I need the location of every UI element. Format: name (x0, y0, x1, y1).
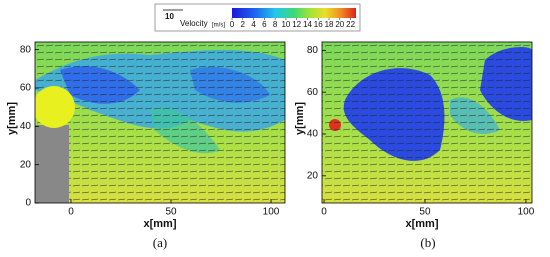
x-tick-label: 50 (419, 207, 431, 218)
caption: (b) (420, 235, 435, 250)
y-tick-label: 20 (20, 159, 32, 170)
reference-label: 10 (165, 12, 174, 21)
colorbar (232, 8, 356, 18)
x-axis-title: x[mm] (405, 218, 438, 230)
y-tick-label: 40 (307, 129, 319, 140)
colorbar-tick-label: 8 (273, 20, 278, 29)
colorbar-tick-label: 16 (314, 20, 323, 29)
y-axis-title: y[mm] (294, 102, 306, 135)
x-axis-title: x[mm] (143, 218, 176, 230)
caption: (a) (153, 235, 167, 250)
colorbar-tick-label: 6 (262, 20, 267, 29)
colorbar-tick-label: 20 (335, 20, 344, 29)
x-tick-label: 50 (165, 207, 177, 218)
y-tick-label: 0 (25, 198, 31, 209)
colorbar-tick-label: 18 (325, 20, 334, 29)
x-tick-label: 100 (263, 207, 280, 218)
x-tick-label: 0 (321, 207, 327, 218)
colorbar-tick-label: 22 (346, 20, 355, 29)
x-tick-label: 100 (518, 207, 535, 218)
plot-frame (34, 41, 286, 204)
colorbar-tick-label: 4 (251, 20, 256, 29)
x-tick-label: 0 (68, 207, 74, 218)
y-axis-title: y[mm] (6, 102, 18, 135)
plot-frame (321, 41, 533, 204)
y-tick-label: 20 (307, 170, 319, 181)
colorbar-tick-label: 0 (230, 20, 235, 29)
colorbar-tick-label: 10 (281, 20, 290, 29)
y-tick-label: 80 (20, 44, 32, 55)
colorbar-tick-label: 12 (292, 20, 301, 29)
field-a (35, 42, 285, 203)
colorbar-tick-label: 2 (241, 20, 246, 29)
y-tick-label: 60 (20, 83, 32, 94)
legend-unit: [m/s] (212, 23, 225, 29)
y-tick-label: 80 (307, 45, 319, 56)
y-tick-label: 60 (307, 87, 319, 98)
field-b (322, 42, 532, 203)
colorbar-tick-label: 14 (303, 20, 312, 29)
y-tick-label: 40 (20, 121, 32, 132)
legend-title: Velocity (180, 19, 208, 28)
